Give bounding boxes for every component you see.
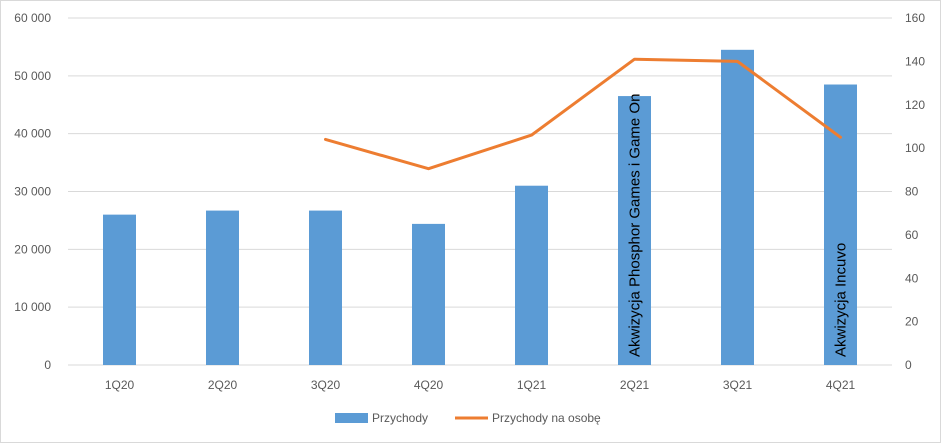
gridlines xyxy=(68,17,892,366)
left-tick-label: 10 000 xyxy=(14,300,51,314)
x-tick-label: 4Q21 xyxy=(826,378,856,392)
x-tick-label: 4Q20 xyxy=(414,378,444,392)
right-tick-label: 40 xyxy=(905,271,919,285)
x-tick-label: 1Q20 xyxy=(105,378,135,392)
bar xyxy=(309,210,342,365)
x-tick-label: 3Q21 xyxy=(723,378,753,392)
legend-swatch-bar xyxy=(335,413,368,423)
legend-label: Przychody na osobę xyxy=(492,411,601,425)
left-tick-label: 40 000 xyxy=(14,127,51,141)
annotations: Akwizycja Phosphor Games i Game On Akwizy… xyxy=(627,94,850,357)
line-path xyxy=(324,57,842,171)
bar xyxy=(103,214,136,365)
left-axis-ticks: 0 10 000 20 000 30 000 40 000 50 000 60 000 xyxy=(14,11,51,372)
right-tick-label: 160 xyxy=(905,11,925,25)
x-tick-label: 3Q20 xyxy=(311,378,341,392)
left-tick-label: 60 000 xyxy=(14,11,51,25)
bar xyxy=(721,49,754,365)
x-tick-label: 1Q21 xyxy=(517,378,547,392)
bar xyxy=(206,210,239,365)
x-axis-ticks: 1Q20 2Q20 3Q20 4Q20 1Q21 2Q21 3Q21 4Q21 xyxy=(105,378,856,392)
x-tick-label: 2Q20 xyxy=(208,378,238,392)
right-tick-label: 0 xyxy=(905,358,912,372)
right-tick-label: 120 xyxy=(905,98,925,112)
left-tick-label: 50 000 xyxy=(14,69,51,83)
right-tick-label: 60 xyxy=(905,228,919,242)
legend-label: Przychody xyxy=(372,411,428,425)
left-tick-label: 0 xyxy=(44,358,51,372)
right-tick-label: 140 xyxy=(905,54,925,68)
right-axis-ticks: 0 20 40 60 80 100 120 140 160 xyxy=(905,11,925,372)
left-tick-label: 20 000 xyxy=(14,242,51,256)
bar xyxy=(618,96,651,365)
annotation-text: Akwizycja Phosphor Games i Game On xyxy=(627,94,644,357)
line-series xyxy=(324,57,842,171)
bar-series xyxy=(103,49,857,365)
bar xyxy=(824,84,857,365)
legend: Przychody Przychody na osobę xyxy=(335,411,601,425)
right-tick-label: 20 xyxy=(905,315,919,329)
bar xyxy=(515,185,548,365)
x-tick-label: 2Q21 xyxy=(620,378,650,392)
left-tick-label: 30 000 xyxy=(14,185,51,199)
right-tick-label: 80 xyxy=(905,185,919,199)
right-tick-label: 100 xyxy=(905,141,925,155)
bar xyxy=(412,223,445,365)
annotation-text: Akwizycja Incuvo xyxy=(833,243,850,357)
